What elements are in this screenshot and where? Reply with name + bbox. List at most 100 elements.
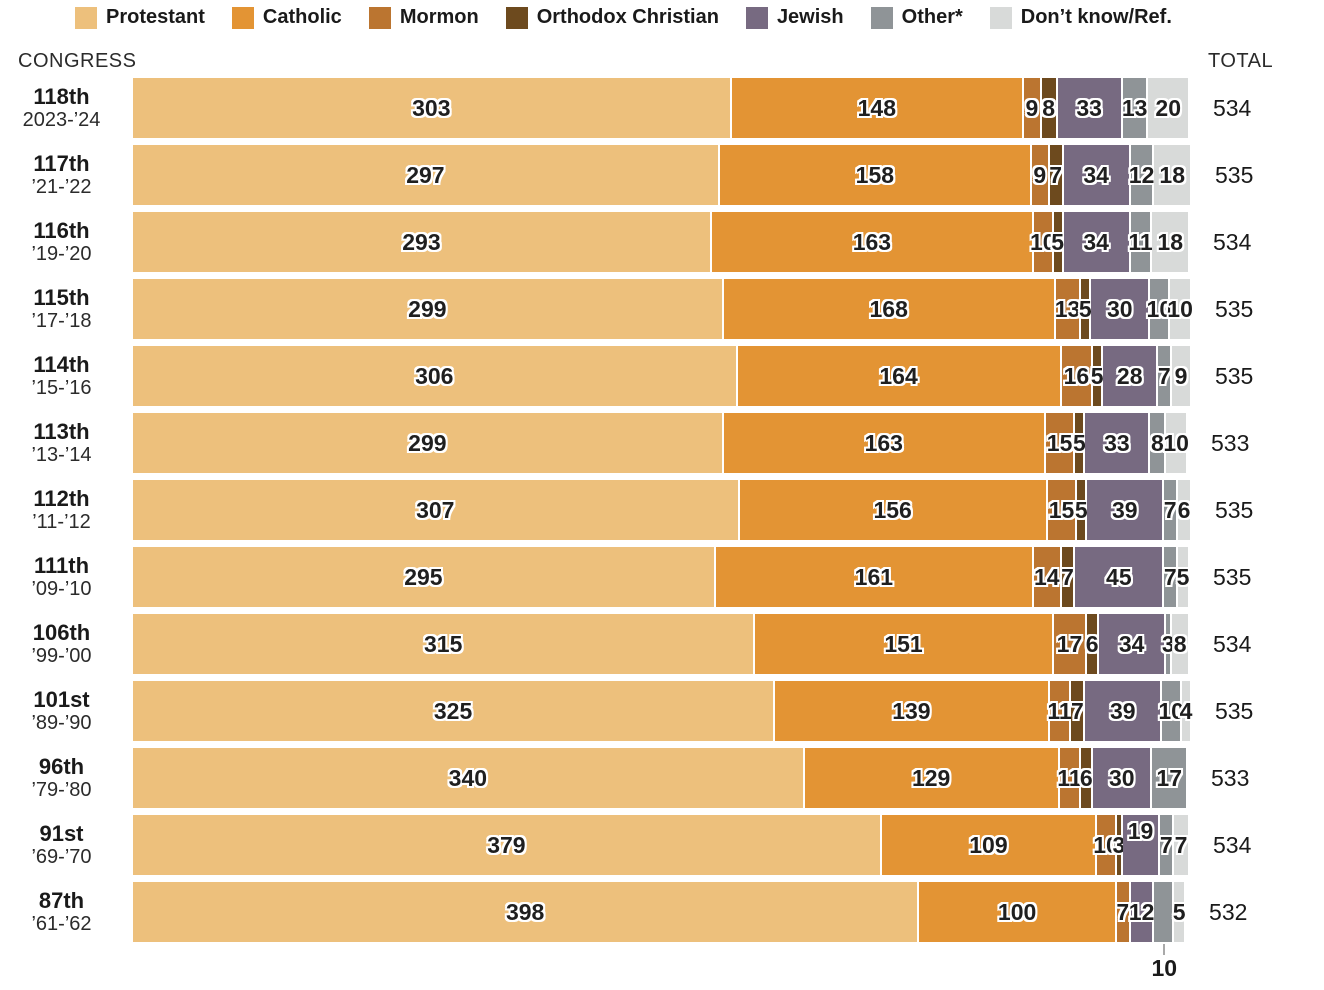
bar-segment: 7 xyxy=(1061,547,1076,607)
row-total: 535 xyxy=(1214,295,1254,322)
segment-value-label: 34 xyxy=(1083,228,1109,255)
row-label: 96th ’79-’80 xyxy=(0,748,133,808)
row-label: 101st ’89-’90 xyxy=(0,681,133,741)
bar-segment: 7 xyxy=(1071,681,1086,741)
segment-value-label: 9 xyxy=(1033,161,1047,188)
segment-value-label: 5 xyxy=(1051,228,1064,255)
segment-value-label: 3 xyxy=(1112,831,1126,858)
bar-segment: 7 xyxy=(1159,815,1175,875)
segment-value-label: 7 xyxy=(1049,161,1063,188)
bar-segment: 34 xyxy=(1063,212,1131,272)
segment-value-label: 398 xyxy=(505,898,545,925)
bar-segment: 379 xyxy=(133,815,882,875)
legend-label: Jewish xyxy=(776,6,844,28)
bar-segment: 6 xyxy=(1178,480,1190,540)
segment-value-label: 7 xyxy=(1061,563,1074,590)
stacked-bar: 295 161 14 7 45 7 5 xyxy=(133,547,1189,607)
segment-value-label: 163 xyxy=(864,429,903,456)
bar-segment: 303 xyxy=(133,78,732,138)
bar-segment: 11 xyxy=(1047,681,1072,741)
stacked-bar: 297 158 9 7 34 12 18 xyxy=(133,145,1190,205)
row-total: 535 xyxy=(1214,362,1254,389)
stacked-bar: 340 129 11 6 30 17 xyxy=(133,748,1186,808)
bar-segment: 299 xyxy=(133,413,724,473)
segment-value-label: 13 xyxy=(1121,94,1148,121)
bar-segment: 10 xyxy=(1158,681,1184,741)
bar-segment: 6 xyxy=(1079,748,1094,808)
row-label: 91st ’69-’70 xyxy=(0,815,133,875)
bar-segment: 161 xyxy=(715,547,1034,607)
bar-segment: 139 xyxy=(775,681,1050,741)
bar-segment: 8 xyxy=(1150,413,1167,473)
segment-value-label: 10 xyxy=(1158,697,1184,724)
segment-value-label: 161 xyxy=(854,563,894,590)
bar-segment: 34 xyxy=(1063,145,1131,205)
segment-value-label: 7 xyxy=(1157,362,1171,389)
segment-value-label: 109 xyxy=(969,831,1008,858)
segment-value-label: 295 xyxy=(404,563,443,590)
row-total: 535 xyxy=(1213,563,1252,590)
bar-segment: 10 xyxy=(1093,815,1119,875)
segment-value-label: 7 xyxy=(1174,831,1188,858)
legend-item: Orthodox Christian xyxy=(505,6,719,29)
bar-segment: 17 xyxy=(1152,748,1186,808)
row-label: 112th ’11-’12 xyxy=(0,480,133,540)
segment-value-label: 10 xyxy=(1029,228,1056,255)
legend-label: Don’t know/Ref. xyxy=(1020,6,1172,28)
bar-segment: 151 xyxy=(755,614,1054,674)
bar-segment: 16 xyxy=(1061,346,1094,406)
segment-value-label: 6 xyxy=(1085,630,1099,657)
segment-value-label: 10 xyxy=(1163,429,1189,456)
segment-value-label: 7 xyxy=(1159,831,1173,858)
segment-value-label: 8 xyxy=(1173,630,1187,657)
segment-value-label: 6 xyxy=(1177,496,1191,523)
congress-number: 114th xyxy=(33,351,90,377)
segment-value-label: 17 xyxy=(1156,764,1182,791)
bar-segment: 163 xyxy=(723,413,1046,473)
segment-value-label: 10 xyxy=(1146,295,1173,322)
bar-segment: 3 xyxy=(1112,815,1125,875)
segment-value-label: 7 xyxy=(1116,898,1130,925)
segment-value-label: 12 xyxy=(1128,898,1155,925)
callout-value-label: 10 xyxy=(1151,955,1178,981)
segment-value-label: 6 xyxy=(1079,764,1093,791)
row-total: 535 xyxy=(1214,697,1254,724)
bar-segment: 5 xyxy=(1091,346,1104,406)
bar-segment: 129 xyxy=(804,748,1060,808)
bar-segment: 34 xyxy=(1099,614,1167,674)
segment-value-label: 307 xyxy=(416,496,455,523)
bar-segment: 28 xyxy=(1103,346,1159,406)
segment-value-label: 325 xyxy=(433,697,473,724)
bar-segment: 18 xyxy=(1154,145,1190,205)
congress-years: 2023-’24 xyxy=(22,108,101,131)
row-total: 534 xyxy=(1212,228,1252,255)
bar-segment: 10 xyxy=(1167,279,1193,339)
segment-value-label: 9 xyxy=(1174,362,1188,389)
congress-number: 96th xyxy=(38,753,85,779)
segment-value-label: 18 xyxy=(1157,228,1183,255)
segment-value-label: 14 xyxy=(1033,563,1060,590)
stacked-bar: 325 139 11 7 39 10 4 xyxy=(133,681,1192,741)
bar-segment: 9 xyxy=(1172,346,1190,406)
chart-row: 113th ’13-’14 299 163 15 5 33 8 10 533 xyxy=(0,413,1253,473)
row-total: 534 xyxy=(1212,94,1252,121)
segment-value-label: 5 xyxy=(1172,898,1186,925)
bar-segment: 9 xyxy=(1024,78,1042,138)
segment-value-label: 5 xyxy=(1074,496,1088,523)
legend-swatch-icon xyxy=(745,6,768,29)
bar-segment: 10 xyxy=(1030,212,1056,272)
congress-number: 112th xyxy=(33,485,90,511)
legend-label: Orthodox Christian xyxy=(536,6,719,28)
segment-value-label: 139 xyxy=(892,697,931,724)
bar-segment: 315 xyxy=(133,614,756,674)
segment-value-label: 158 xyxy=(855,161,895,188)
row-label: 113th ’13-’14 xyxy=(0,413,133,473)
segment-value-label: 11 xyxy=(1128,228,1153,255)
bar-segment: 30 xyxy=(1091,279,1151,339)
segment-value-label: 30 xyxy=(1108,764,1135,791)
chart-row: 116th ’19-’20 293 163 10 5 34 11 18 534 xyxy=(0,212,1253,272)
bar-segment: 158 xyxy=(719,145,1032,205)
bar-segment: 12 xyxy=(1129,145,1155,205)
bar-segment: 33 xyxy=(1085,413,1151,473)
bar-segment: 156 xyxy=(739,480,1048,540)
